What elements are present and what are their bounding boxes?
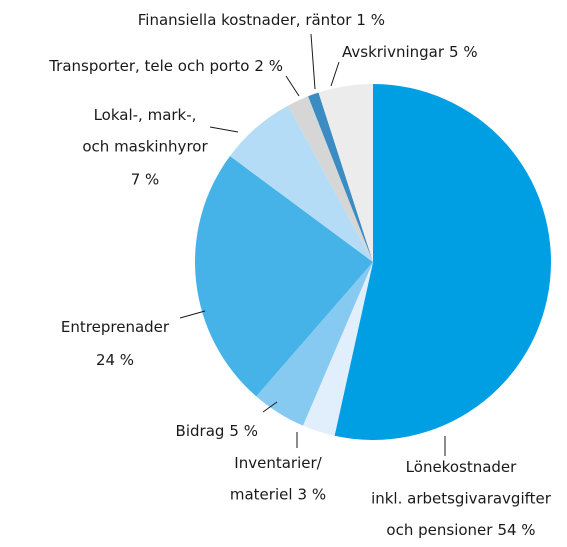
slice-label: Transporter, tele och porto 2 % <box>48 57 283 75</box>
leader-line <box>209 126 239 133</box>
value-label: 3 % <box>298 485 327 503</box>
pie-slice <box>308 92 373 263</box>
value-label: 7 % <box>131 171 160 189</box>
category-line: Finansiella kostnader, räntor <box>138 11 353 29</box>
pie-slice <box>229 105 373 262</box>
leader-line <box>179 310 206 319</box>
slice-label: och maskinhyror <box>82 137 208 155</box>
slice-label: Finansiella kostnader, räntor 1 % <box>138 11 385 29</box>
value-label: 1 % <box>356 11 385 29</box>
category-line: inkl. arbetsgivaravgifter <box>371 489 552 507</box>
slice-label: Inventarier/ <box>234 454 322 472</box>
category-line: Lokal-, mark-, <box>94 106 197 124</box>
pie-slice <box>334 84 552 440</box>
slice-label: Lokal-, mark-, <box>94 106 197 124</box>
value-label: 54 % <box>497 521 535 539</box>
pie-slice <box>288 96 373 263</box>
value-label: 5 % <box>229 422 258 440</box>
slice-label: Entreprenader <box>61 318 170 336</box>
slice-label: Lönekostnader <box>406 458 517 476</box>
value-label: 24 % <box>96 351 134 369</box>
slice-label: Avskrivningar 5 % <box>342 43 478 61</box>
leader-line <box>310 33 316 90</box>
category-line: och maskinhyror <box>82 137 208 155</box>
category-line: Inventarier/ <box>234 454 322 472</box>
category-line: Avskrivningar <box>342 43 445 61</box>
slice-label: och pensioner 54 % <box>386 521 535 539</box>
category-line: Entreprenader <box>61 318 170 336</box>
pie-slice <box>194 156 373 397</box>
value-label: 5 % <box>449 43 478 61</box>
leader-line <box>285 75 300 97</box>
category-line: och pensioner <box>386 521 493 539</box>
slice-label: Bidrag 5 % <box>176 422 258 440</box>
category-line: Lönekostnader <box>406 458 517 476</box>
category-line: Bidrag <box>176 422 225 440</box>
slice-label: inkl. arbetsgivaravgifter <box>371 489 552 507</box>
pie-slice <box>318 84 373 262</box>
category-line: Transporter, tele och porto <box>48 57 249 75</box>
category-line: materiel <box>230 485 293 503</box>
leader-line <box>330 61 340 87</box>
pie-slice <box>302 262 373 436</box>
leader-line <box>262 401 278 413</box>
slice-label: materiel 3 % <box>230 485 326 503</box>
value-label: 2 % <box>254 57 283 75</box>
pie-slice <box>256 262 373 426</box>
